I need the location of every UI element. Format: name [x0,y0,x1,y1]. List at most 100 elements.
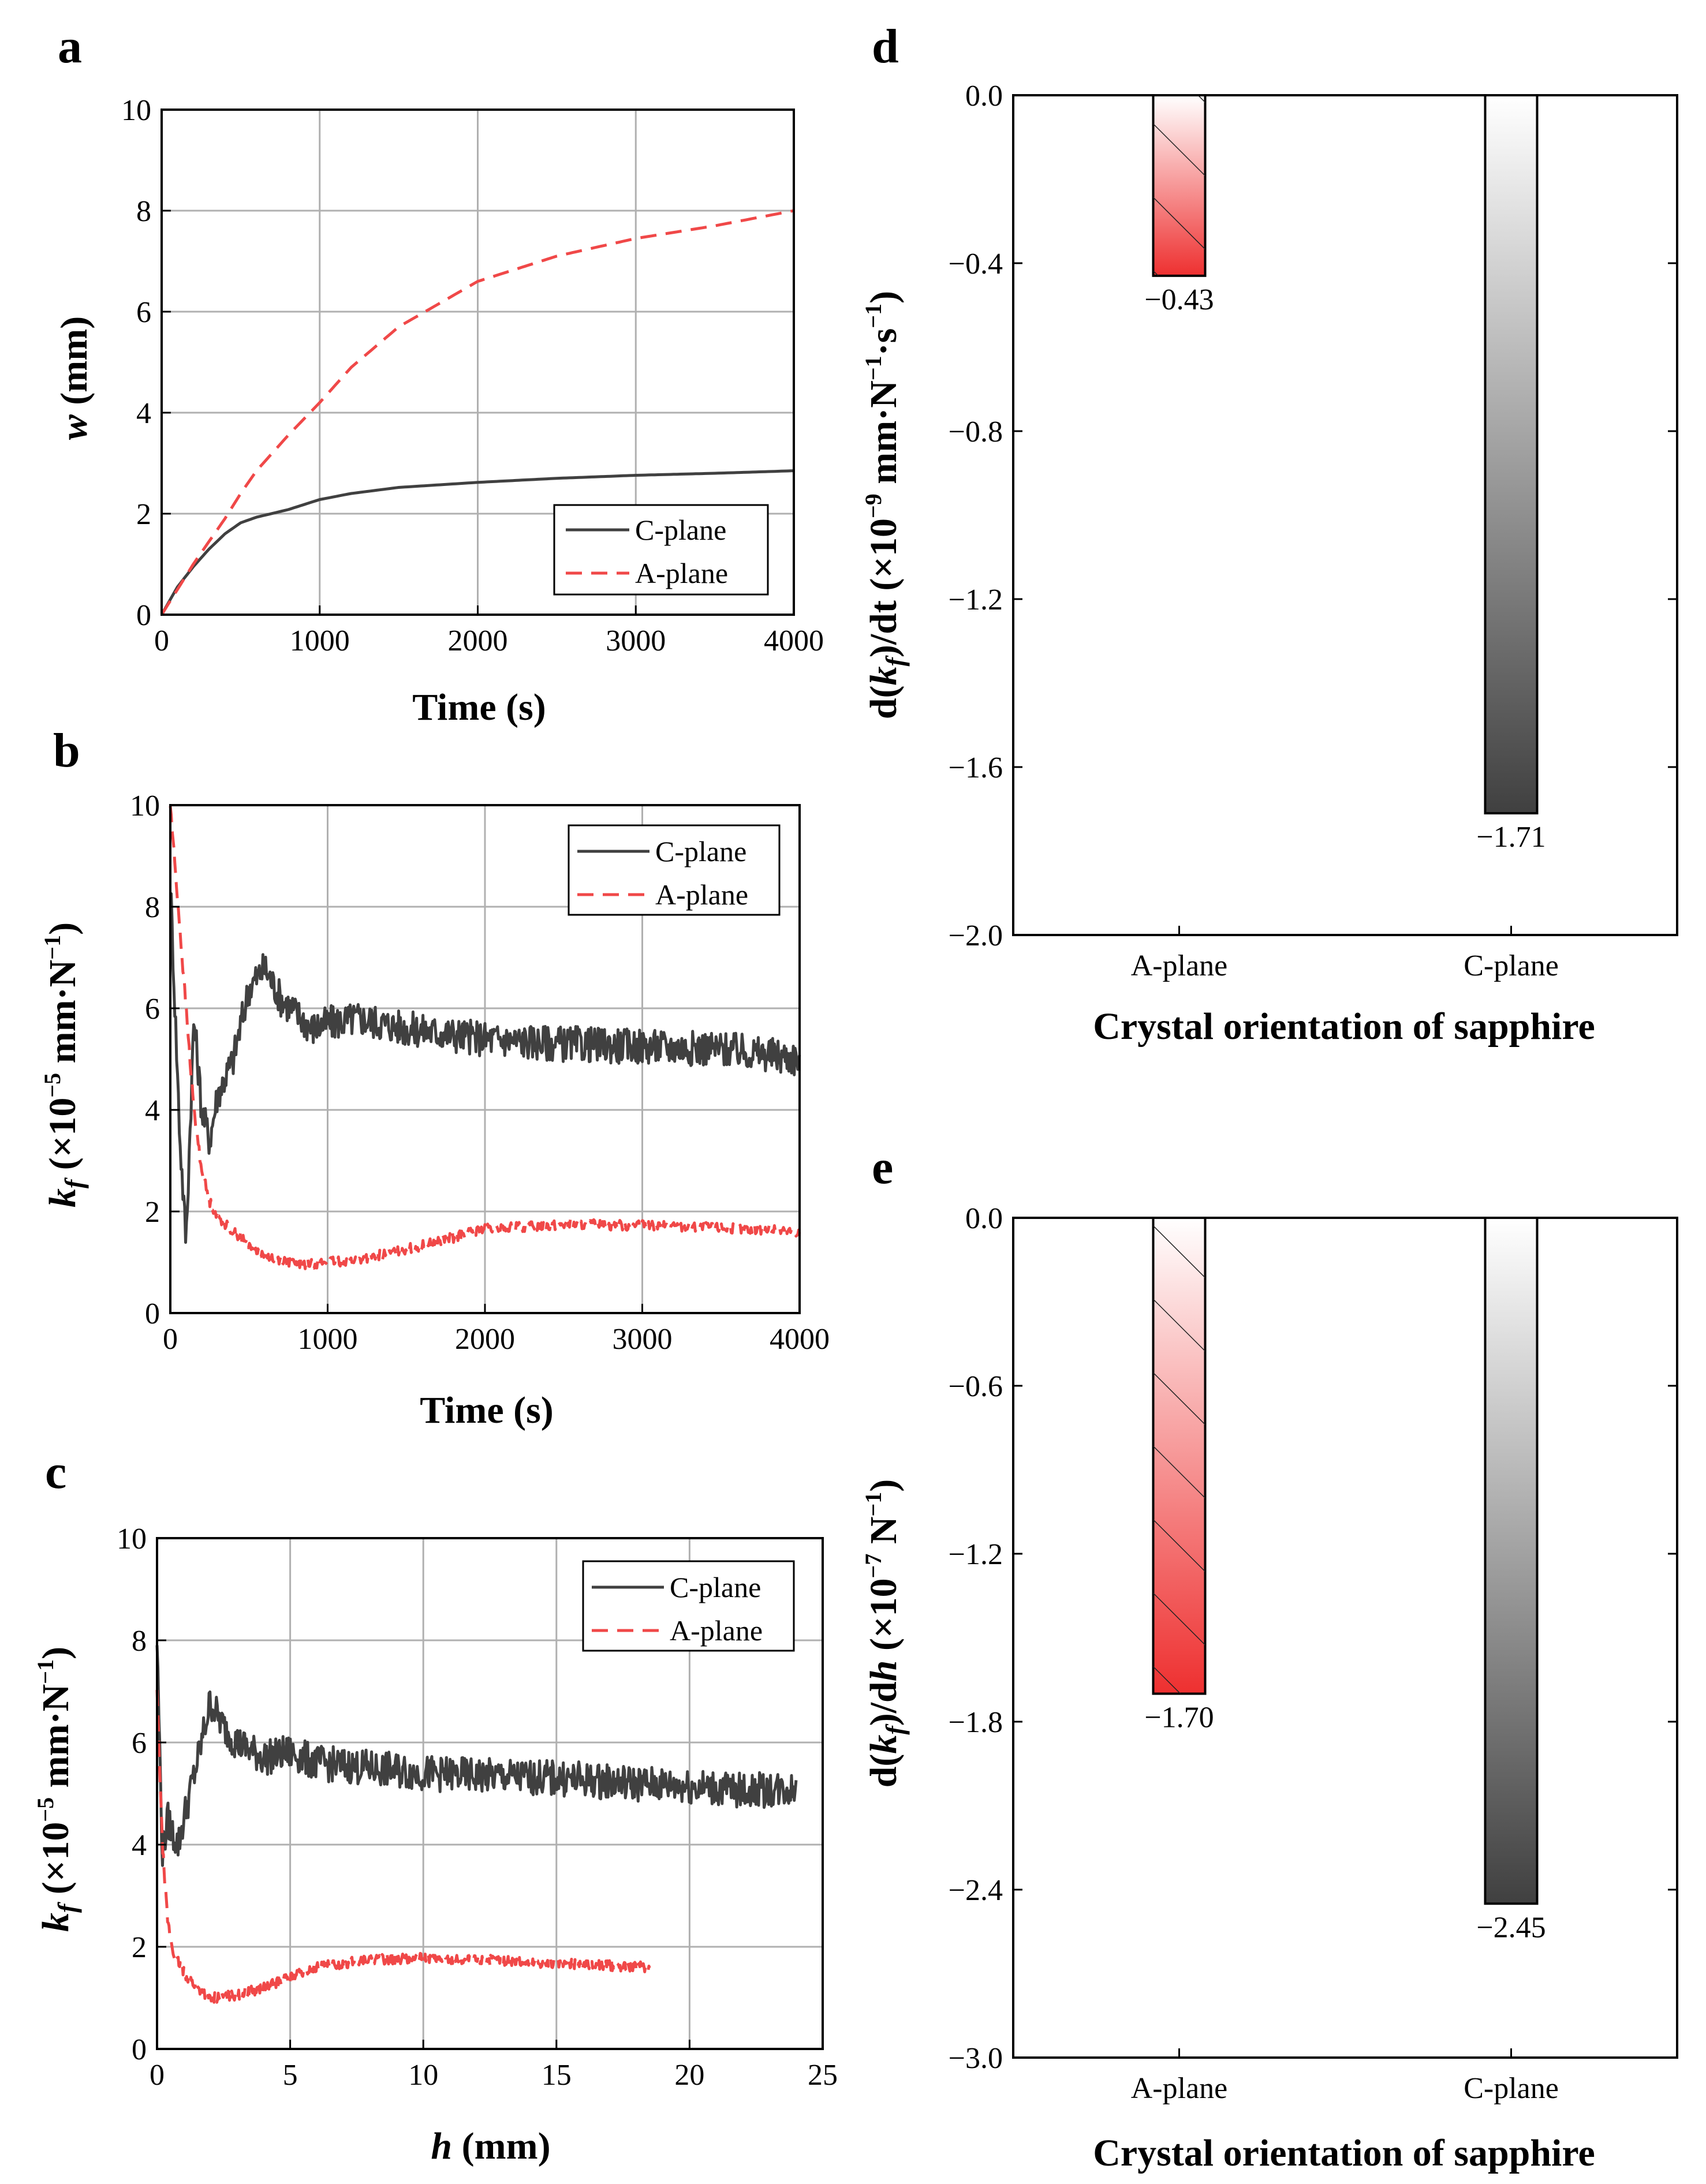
panel-a-y-label: w (mm) [53,316,95,440]
panel-c-legend: C-plane A-plane [582,1560,795,1652]
panel-b-series [169,806,801,1271]
y-tick-label: 2 [145,1196,160,1229]
x-tick-label: 4000 [770,1323,830,1356]
panel-a-legend-a-plane: A-plane [635,557,728,589]
y-tick-label: −1.2 [949,584,1003,616]
x-tick-label: 25 [808,2059,838,2092]
y-tick-label: 10 [130,790,160,822]
bar-hatch-a-plane [1153,1218,1205,1694]
x-tick-label: 0 [163,1323,178,1356]
x-tick-label: 0 [154,624,169,657]
panel-c-frame [156,1537,824,2050]
series-line-c-plane [160,469,794,616]
panel-a-legend-c-plane: C-plane [635,514,726,546]
x-tick-label: 2000 [455,1323,515,1356]
y-tick-label: 0 [145,1297,160,1330]
x-tick-label: C-plane [1464,949,1559,982]
y-tick-label: −1.2 [949,1538,1003,1571]
panel-d-bars: −0.43 −1.71 [1144,94,1546,854]
x-tick-label: 1000 [298,1323,358,1356]
panel-d-y-label: d(kf)/dt (×10−9 mm·N−1·s−1) [860,291,910,719]
bar-c-plane [1484,94,1539,815]
x-tick-label: C-plane [1464,2072,1559,2105]
y-tick-label: −0.8 [949,416,1003,448]
y-tick-label: 0 [132,2033,147,2066]
x-tick-label: 5 [283,2059,298,2092]
panel-c-x-label: h (mm) [431,2125,550,2167]
y-tick-label: 0.0 [965,80,1003,113]
panel-e-frame [1012,1217,1678,2059]
panel-c-legend-c-plane: C-plane [670,1571,761,1603]
panel-d-letter: d [872,20,899,73]
x-tick-label: 3000 [606,624,666,657]
series-line-a-plane [155,1689,651,2004]
series-line-a-plane [160,209,794,616]
y-tick-label: −0.4 [949,248,1003,281]
y-tick-label: 0.0 [965,1202,1003,1235]
bar-hatch-a-plane [1153,95,1205,276]
panel-b-x-label: Time (s) [420,1389,554,1431]
x-tick-label: 1000 [290,624,350,657]
x-tick-label: 3000 [613,1323,673,1356]
panel-c-ticks: 0 5 10 15 20 25 0 2 4 6 8 10 [117,1523,838,2092]
y-tick-label: −0.6 [949,1370,1003,1403]
bar-c-plane [1484,1217,1539,1905]
panel-e-x-label: Crystal orientation of sapphire [1093,2132,1595,2174]
y-tick-label: 8 [136,195,151,228]
x-tick-label: 4000 [764,624,824,657]
x-tick-label: 0 [150,2059,165,2092]
panel-b-ticks: 0 1000 2000 3000 4000 0 2 4 6 8 10 [130,790,830,1356]
y-tick-label: 4 [145,1094,160,1127]
panel-e-bar-chart: e −1.70 −2.45 0.0 −0.6 −1.2 −1.8 −2.4 −3.0 A-pl… [860,1140,1678,2174]
panel-e-bars: −1.70 −2.45 [1144,1217,1546,1944]
y-tick-label: 0 [136,599,151,632]
panel-c-line-chart: c 0 5 10 15 20 25 0 2 4 6 8 10 h (mm) kf (×10−5 mm·… [32,1445,838,2167]
x-tick-label: 20 [674,2059,704,2092]
panel-a-ticks: 0 1000 2000 3000 4000 0 2 4 6 8 10 [121,94,824,657]
panel-a-series [160,209,794,616]
y-tick-label: −2.0 [949,919,1003,952]
bar-value-label: −1.71 [1476,821,1546,854]
y-tick-label: −3.0 [949,2042,1003,2075]
y-tick-label: 8 [132,1625,147,1658]
y-tick-label: −2.4 [949,1874,1003,1907]
x-tick-label: A-plane [1131,2072,1227,2105]
panel-a-x-label: Time (s) [412,686,546,728]
x-tick-label: 10 [408,2059,438,2092]
panel-b-legend-c-plane: C-plane [655,835,746,867]
panel-d-x-label: Crystal orientation of sapphire [1093,1005,1595,1048]
panel-c-y-label: kf (×10−5 mm·N−1) [32,1647,82,1932]
panel-d-bar-chart: d −0.43 −1.71 0.0 −0.4 −0.8 −1.2 −1.6 −2.0 A-pl… [860,20,1678,1048]
y-tick-label: 8 [145,891,160,924]
x-tick-label: 2000 [448,624,508,657]
panel-c-series [155,1645,798,2004]
panel-b-y-label: kf (×10−5 mm·N−1) [39,922,89,1207]
series-line-c-plane [155,1645,798,1867]
panel-d-ticks: 0.0 −0.4 −0.8 −1.2 −1.6 −2.0 A-plane C-plane [949,80,1677,982]
panel-a-line-chart: a 0 1000 2000 3000 4000 0 2 4 6 8 10 Time (s) w (m… [53,20,824,728]
panel-b-letter: b [53,724,80,777]
panel-b-legend: C-plane A-plane [568,824,781,916]
y-tick-label: 10 [117,1523,147,1555]
bar-value-label: −0.43 [1144,283,1214,316]
bar-value-label: −1.70 [1144,1701,1214,1734]
panel-e-ticks: 0.0 −0.6 −1.2 −1.8 −2.4 −3.0 A-plane C-plane [949,1202,1677,2105]
panel-a-letter: a [58,20,82,73]
panel-b-legend-a-plane: A-plane [655,878,748,911]
y-tick-label: 10 [121,94,151,127]
panel-c-legend-a-plane: A-plane [670,1614,763,1647]
y-tick-label: −1.6 [949,751,1003,784]
y-tick-label: 4 [132,1829,147,1862]
y-tick-label: 6 [145,993,160,1026]
y-tick-label: 2 [136,498,151,531]
series-line-c-plane [169,892,801,1244]
panel-d-frame [1012,94,1678,936]
panel-c-letter: c [45,1445,66,1499]
bar-value-label: −2.45 [1476,1911,1546,1944]
panel-e-letter: e [872,1140,893,1194]
y-tick-label: −1.8 [949,1706,1003,1739]
y-tick-label: 6 [132,1727,147,1760]
series-line-a-plane [169,806,801,1271]
panel-b-line-chart: b 0 1000 2000 3000 4000 0 2 4 6 8 10 Time (s) kf (… [39,724,830,1431]
